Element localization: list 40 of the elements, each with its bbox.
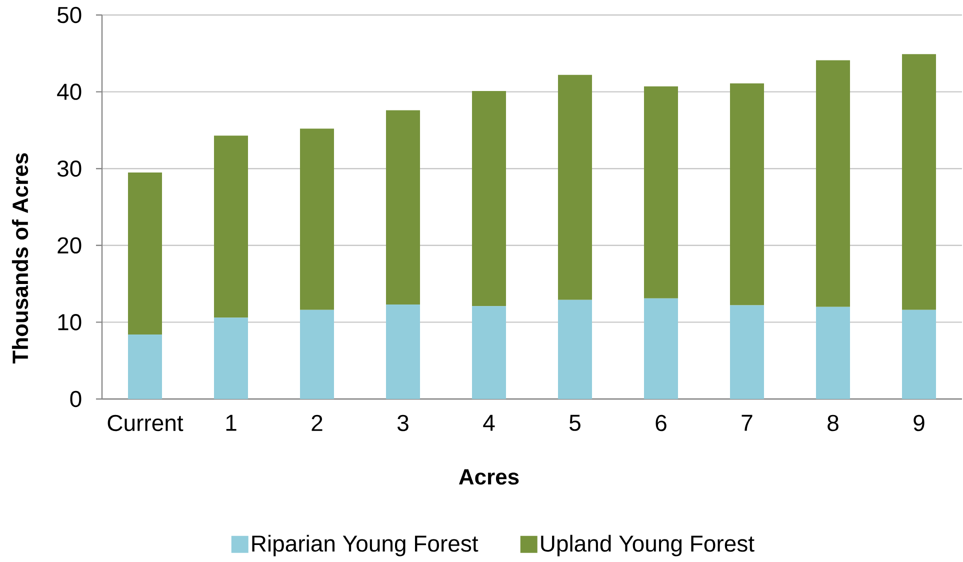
x-tick-label: 2: [312, 414, 322, 431]
x-tick-label: 9: [914, 414, 924, 432]
x-tick-label: Current: [108, 414, 184, 432]
x-axis-title: Acres: [458, 469, 519, 485]
bar: [300, 128, 334, 310]
bar: [558, 74, 592, 300]
y-tick-label: 30: [57, 160, 82, 177]
bar: [816, 60, 850, 307]
legend-label: Upland Young Forest: [541, 534, 754, 556]
y-tick-label: 0: [70, 390, 82, 408]
bar: [386, 110, 420, 305]
bar: [472, 306, 506, 399]
y-tick-label: 20: [58, 237, 82, 254]
y-tick-label: 40: [57, 84, 82, 100]
bar: [816, 306, 850, 399]
y-axis-title: Thousands of Acres: [12, 153, 28, 364]
x-tick-label: 6: [656, 414, 666, 432]
bar: [386, 304, 420, 399]
bar: [558, 300, 592, 399]
bar: [644, 298, 678, 399]
bar: [128, 334, 162, 399]
x-tick-label: 3: [397, 414, 408, 432]
bar: [214, 136, 248, 318]
y-tick-label: 50: [57, 6, 82, 24]
bar: [730, 83, 764, 306]
bar: [128, 172, 162, 334]
x-tick-label: 4: [483, 414, 495, 431]
bar: [644, 86, 678, 298]
bar: [472, 91, 506, 306]
bar: [300, 310, 334, 399]
x-tick-label: 5: [570, 414, 580, 431]
legend-label: Riparian Young Forest: [252, 534, 478, 556]
x-tick-label: 7: [742, 414, 752, 431]
bar: [730, 305, 764, 399]
x-tick-label: 8: [828, 414, 838, 432]
y-tick-label: 10: [58, 314, 82, 330]
bar: [902, 54, 936, 310]
bar: [902, 310, 936, 399]
x-tick-label: 1: [226, 414, 236, 431]
bar: [214, 318, 248, 399]
